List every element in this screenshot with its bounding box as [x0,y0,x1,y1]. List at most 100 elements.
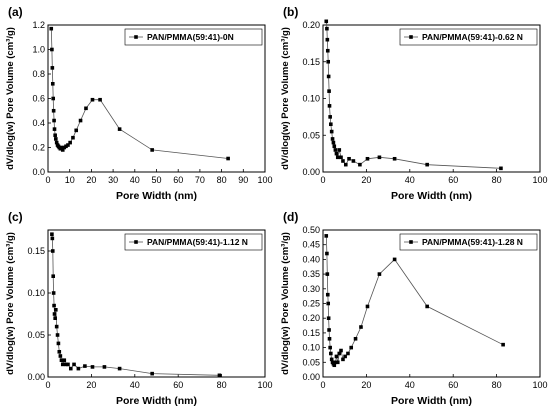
data-point [217,373,222,378]
data-point [53,316,57,320]
legend-label: PAN/PMMA(59:41)-0.62 N [422,32,523,42]
data-point [324,234,329,238]
x-tick-label: 20 [86,175,96,185]
y-tick-label: 0.40 [302,254,320,264]
data-point [327,328,331,332]
data-point [52,303,56,308]
data-point [359,325,363,329]
data-point [83,364,87,368]
data-point [72,362,76,367]
series-line [51,234,220,376]
data-point [377,272,382,276]
x-tick-label: 100 [257,175,272,185]
series-line [325,235,504,367]
data-point [58,354,63,358]
data-point [50,232,54,236]
legend-label: PAN/PMMA(59:41)-0N [147,32,234,42]
data-point [501,342,505,347]
panel-label: (a) [8,5,23,19]
data-point [326,74,331,79]
data-point [349,345,354,350]
legend-marker [134,35,138,39]
y-tick-label: 0.15 [27,246,45,256]
y-tick-label: 0.2 [32,143,45,153]
x-tick-label: 0 [320,380,325,390]
y-axis-title: dV/dlog(w) Pore Volume (cm³/g) [280,232,291,375]
data-point [328,345,332,350]
x-tick-label: 100 [532,175,547,185]
data-point [60,148,65,152]
data-point [53,133,57,138]
data-point [84,106,88,111]
x-tick-label: 90 [238,175,248,185]
x-tick-label: 10 [65,175,75,185]
y-tick-label: 0.8 [32,69,45,79]
y-tick-label: 0.0 [32,167,45,177]
data-point [78,118,83,123]
data-point [337,351,342,356]
data-point [327,104,332,108]
panel-b: (b) 0 20 40 60 80 100 0.00 0.05 0.10 0.15 0.20 Pore … [280,5,548,202]
y-tick-label: 0.30 [302,284,320,294]
x-tick-label: 20 [86,380,96,390]
data-point [59,358,64,362]
x-tick-label: 40 [405,175,415,185]
y-tick-label: 0.4 [32,118,45,128]
data-point [102,365,107,369]
data-point [54,324,59,329]
data-point [334,151,339,156]
y-tick-label: 0.20 [302,313,320,323]
data-point [339,348,343,353]
data-point [62,358,67,362]
data-point [51,96,56,101]
y-tick-label: 1.0 [32,45,45,55]
data-point [51,108,56,113]
data-point [68,140,72,145]
data-point [329,357,334,362]
data-point [333,148,338,152]
x-tick-label: 60 [448,380,458,390]
y-axis-title: dV/dlog(w) Pore Volume (cm³/g) [280,27,291,170]
series-line [50,28,229,159]
y-tick-label: 0.25 [302,299,320,309]
x-axis-title: Pore Width (nm) [391,190,472,202]
data-point [327,336,332,341]
x-tick-label: 60 [448,175,458,185]
data-point [64,144,68,149]
plot-frame [47,229,266,378]
data-point [392,156,397,161]
data-point [329,351,333,356]
data-point [329,129,334,134]
legend-label: PAN/PMMA(59:41)-1.28 N [422,237,523,247]
data-point [346,351,350,356]
data-point [50,82,55,86]
data-point [335,360,340,365]
data-point [347,156,351,161]
data-point [55,333,60,337]
x-axis-title: Pore Width (nm) [116,190,197,202]
data-point [343,162,348,167]
data-point [329,122,333,127]
data-point [392,257,397,262]
x-tick-label: 100 [257,380,272,390]
data-point [98,97,102,102]
data-point [56,341,61,346]
data-point [52,118,56,123]
data-point [64,362,68,367]
y-tick-label: 0.6 [32,94,45,104]
y-tick-label: 0.35 [302,269,320,279]
legend-marker [134,240,138,244]
data-point [74,128,79,133]
data-point [332,144,337,149]
data-point [334,354,339,359]
data-point [326,316,331,320]
x-tick-label: 0 [320,175,325,185]
y-tick-label: 0.05 [302,130,320,140]
y-tick-label: 0.05 [302,357,320,367]
panel-label: (c) [8,210,23,224]
data-point [117,127,122,131]
data-point [332,363,337,368]
x-tick-label: 80 [492,175,502,185]
data-point [327,89,331,93]
y-tick-label: 0.15 [302,328,320,338]
